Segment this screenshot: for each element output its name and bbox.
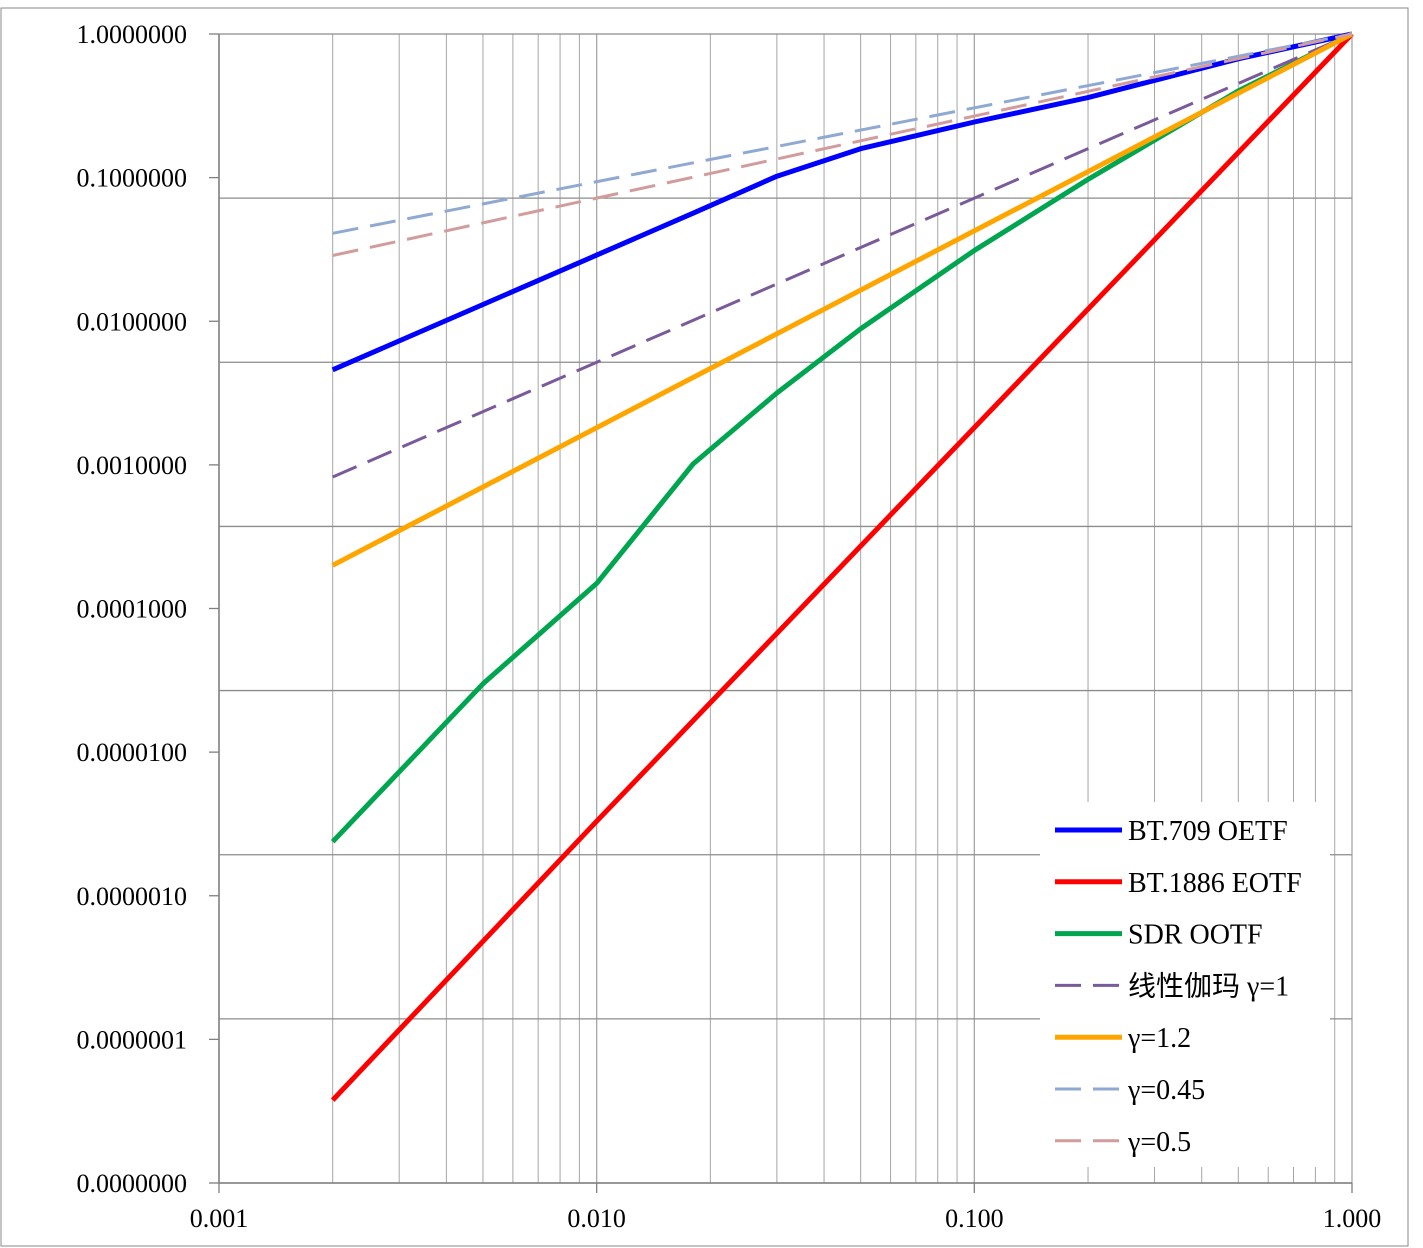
axes: 1.0000000 0.1000000 0.0100000 0.0010000 0.00… <box>77 20 1382 1233</box>
series-line-4 <box>332 32 1353 479</box>
y-tick-label: 0.0100000 <box>77 307 188 336</box>
series-line-6 <box>332 32 1353 235</box>
legend-label-2: BT.1886 EOTF <box>1128 868 1302 899</box>
x-tick-label: 0.001 <box>190 1204 249 1233</box>
series-line-1 <box>331 31 1353 373</box>
y-tick-label: 0.0000000 <box>77 1169 188 1198</box>
legend-label-6: γ=0.45 <box>1127 1075 1205 1106</box>
legend-box <box>1040 802 1330 1167</box>
y-tick-label: 0.0010000 <box>77 451 188 480</box>
x-tick-label: 0.100 <box>945 1204 1004 1233</box>
legend-label-1: BT.709 OETF <box>1128 816 1288 847</box>
y-tick-label: 0.0001000 <box>77 595 188 624</box>
series-line-7 <box>332 32 1353 257</box>
y-tick-label: 0.0000010 <box>77 882 188 911</box>
x-tick-label: 1.000 <box>1323 1204 1382 1233</box>
series-line-5 <box>331 31 1354 568</box>
legend-label-3: SDR OOTF <box>1128 920 1263 951</box>
legend-label-4: 线性伽玛 γ=1 <box>1128 970 1289 1002</box>
legend-label-7: γ=0.5 <box>1127 1127 1191 1158</box>
y-tick-label: 0.0000001 <box>77 1025 188 1054</box>
y-tick-label: 0.1000000 <box>77 164 188 193</box>
y-tick-label: 1.0000000 <box>77 20 188 49</box>
y-tick-label: 0.0000100 <box>77 738 188 767</box>
x-tick-label: 0.010 <box>567 1204 626 1233</box>
series-line-2 <box>330 32 1354 1102</box>
series-lines <box>330 31 1354 1102</box>
legend-label-5: γ=1.2 <box>1127 1023 1191 1054</box>
legend: BT.709 OETF BT.1886 EOTF SDR OOTF 线性伽玛 γ=1 γ… <box>1040 802 1330 1167</box>
